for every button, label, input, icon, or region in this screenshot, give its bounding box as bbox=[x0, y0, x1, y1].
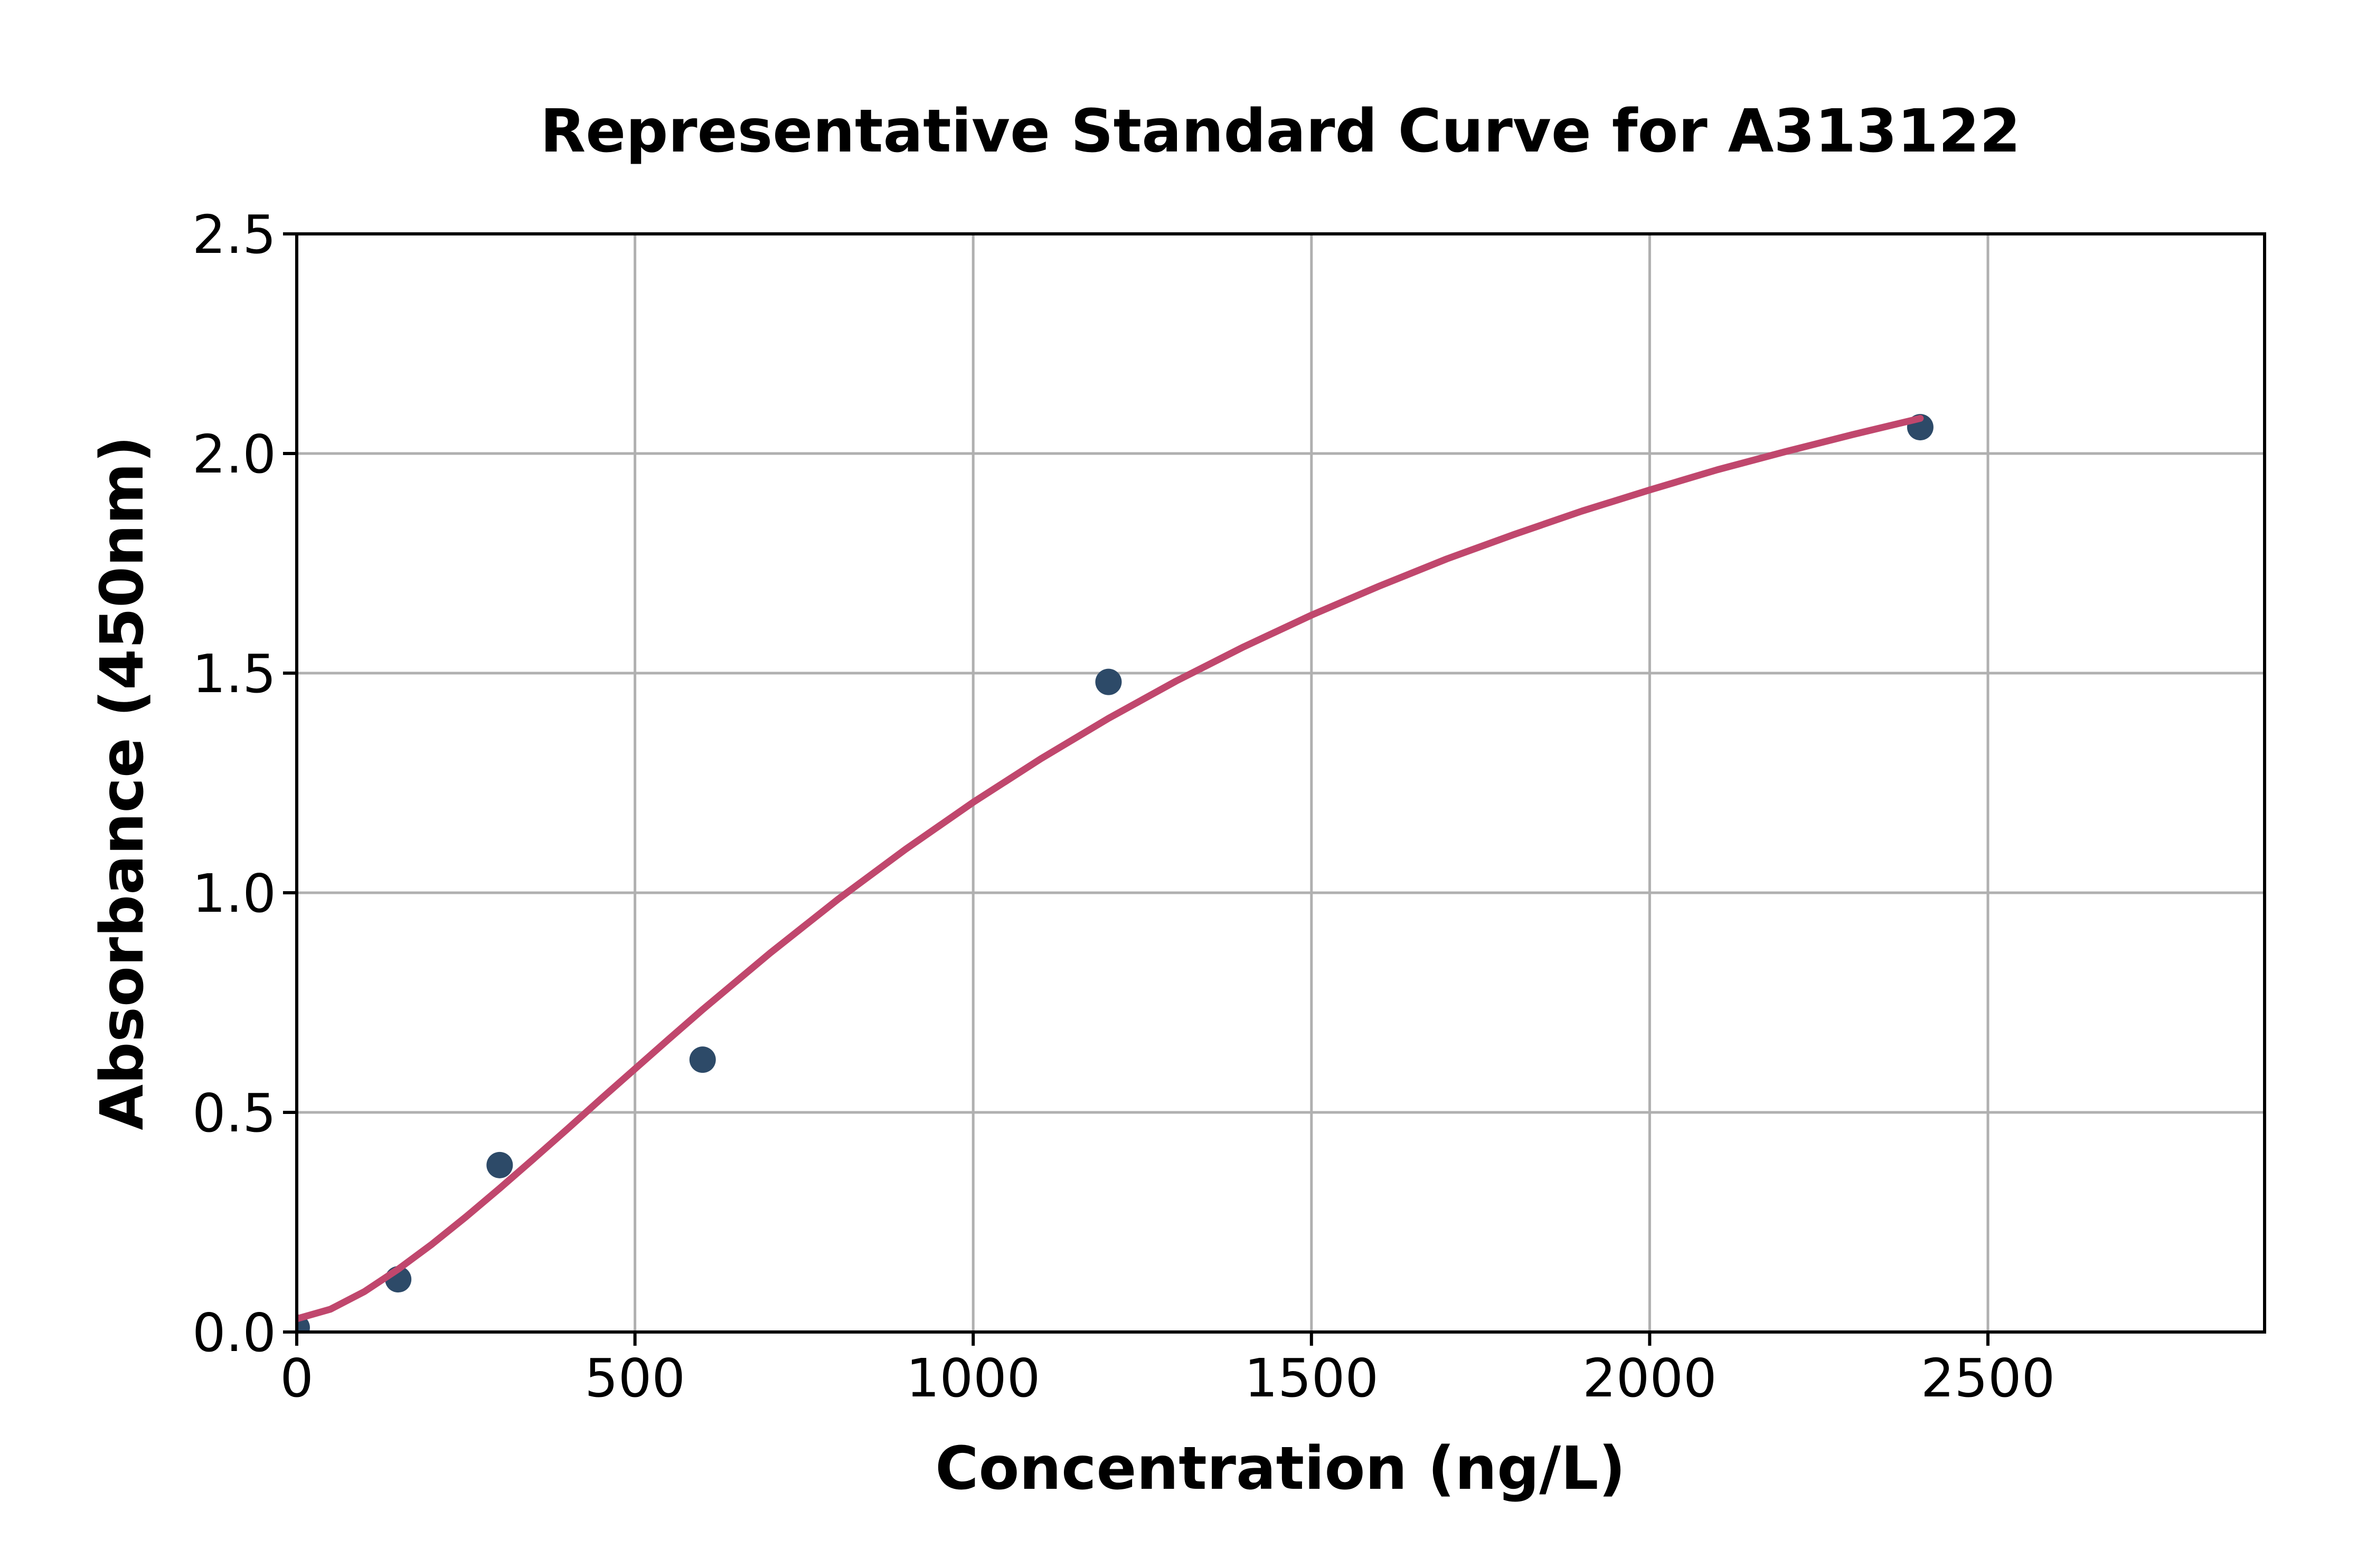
x-tick-label: 1000 bbox=[906, 1347, 1041, 1409]
data-point bbox=[1095, 668, 1122, 695]
y-tick-label: 1.5 bbox=[192, 643, 276, 705]
gridlines bbox=[297, 234, 2265, 1332]
fit-curve-path bbox=[297, 414, 1924, 1323]
y-tick-label: 0.0 bbox=[192, 1302, 276, 1364]
fit-curve bbox=[297, 414, 1924, 1323]
x-tick-label: 1500 bbox=[1244, 1347, 1379, 1409]
x-tick-label: 2000 bbox=[1582, 1347, 1717, 1409]
y-tick-label: 0.5 bbox=[192, 1082, 276, 1144]
y-tick-label: 2.5 bbox=[192, 204, 276, 266]
chart-title: Representative Standard Curve for A31312… bbox=[540, 97, 2021, 166]
data-point bbox=[689, 1046, 716, 1073]
y-tick-label: 2.0 bbox=[192, 423, 276, 485]
x-tick-label: 500 bbox=[584, 1347, 685, 1409]
x-tick-label: 0 bbox=[280, 1347, 314, 1409]
axis-tick-labels: 0 500 1000 1500 2000 2500 0.0 0.5 1.0 1.5 2.0 2.5 bbox=[192, 204, 2055, 1409]
y-axis-label: Absorbance (450nm) bbox=[88, 436, 157, 1130]
plot-border bbox=[295, 232, 2266, 1334]
axis-ticks bbox=[283, 232, 1990, 1346]
x-tick-label: 2500 bbox=[1921, 1347, 2056, 1409]
data-points bbox=[297, 414, 1934, 1332]
y-tick-label: 1.0 bbox=[192, 863, 276, 924]
x-axis-label: Concentration (ng/L) bbox=[935, 1434, 1625, 1503]
data-point bbox=[486, 1151, 513, 1178]
